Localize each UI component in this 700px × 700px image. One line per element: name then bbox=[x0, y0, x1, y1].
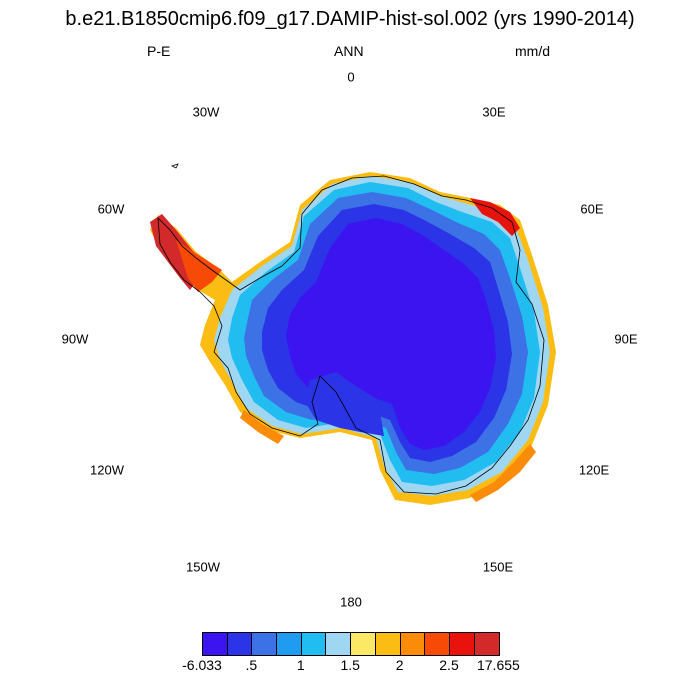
colorbar-swatch bbox=[277, 633, 302, 655]
lon-label-90e: 90E bbox=[614, 331, 638, 347]
colorbar-swatch bbox=[252, 633, 278, 655]
peninsula-orange bbox=[176, 240, 222, 292]
ross-shelf-interior bbox=[304, 372, 384, 436]
colorbar-label: 1.5 bbox=[340, 657, 360, 673]
colorbar-swatch bbox=[301, 633, 327, 655]
lon-label-150e: 150E bbox=[482, 559, 514, 575]
dronning-maud-hotspot bbox=[470, 198, 520, 236]
lon-label-60w: 60W bbox=[97, 201, 125, 217]
colorbar-label: -6.033 bbox=[182, 657, 222, 673]
lon-label-120w: 120W bbox=[90, 462, 124, 478]
season-label: ANN bbox=[334, 43, 364, 59]
lon-label-180: 180 bbox=[340, 594, 362, 610]
colorbar-label: 1 bbox=[296, 657, 305, 673]
colorbar-swatch bbox=[227, 633, 253, 655]
pe-field bbox=[150, 172, 556, 505]
colorbar-label: 2.5 bbox=[439, 657, 459, 673]
colorbar-swatch bbox=[203, 633, 228, 655]
lon-label-30w: 30W bbox=[192, 104, 220, 120]
lon-label-120e: 120E bbox=[578, 462, 610, 478]
colorbar-swatch bbox=[400, 633, 426, 655]
colorbar-label: 17.655 bbox=[476, 657, 520, 673]
coastline bbox=[157, 175, 545, 495]
lon-label-60e: 60E bbox=[580, 201, 604, 217]
colorbar-label: 2 bbox=[395, 657, 404, 673]
small-island bbox=[170, 163, 179, 169]
colorbar-swatch bbox=[326, 633, 352, 655]
plot-title: b.e21.B1850cmip6.f09_g17.DAMIP-hist-sol.… bbox=[65, 8, 635, 30]
colorbar-swatch bbox=[425, 633, 450, 655]
colorbar-swatch bbox=[375, 633, 401, 655]
lon-label-0: 0 bbox=[347, 69, 355, 85]
units-label: mm/d bbox=[515, 43, 550, 59]
variable-label: P-E bbox=[147, 43, 171, 59]
colorbar-swatch bbox=[351, 633, 376, 655]
lon-label-90w: 90W bbox=[61, 331, 89, 347]
wilkes-hotspot bbox=[470, 444, 536, 502]
marie-byrd-hotspot bbox=[240, 410, 284, 444]
colorbar bbox=[202, 632, 501, 656]
colorbar-swatch bbox=[449, 633, 475, 655]
colorbar-label: .5 bbox=[245, 657, 258, 673]
colorbar-swatch bbox=[474, 633, 500, 655]
lon-label-150w: 150W bbox=[186, 559, 220, 575]
lon-label-30e: 30E bbox=[482, 104, 506, 120]
